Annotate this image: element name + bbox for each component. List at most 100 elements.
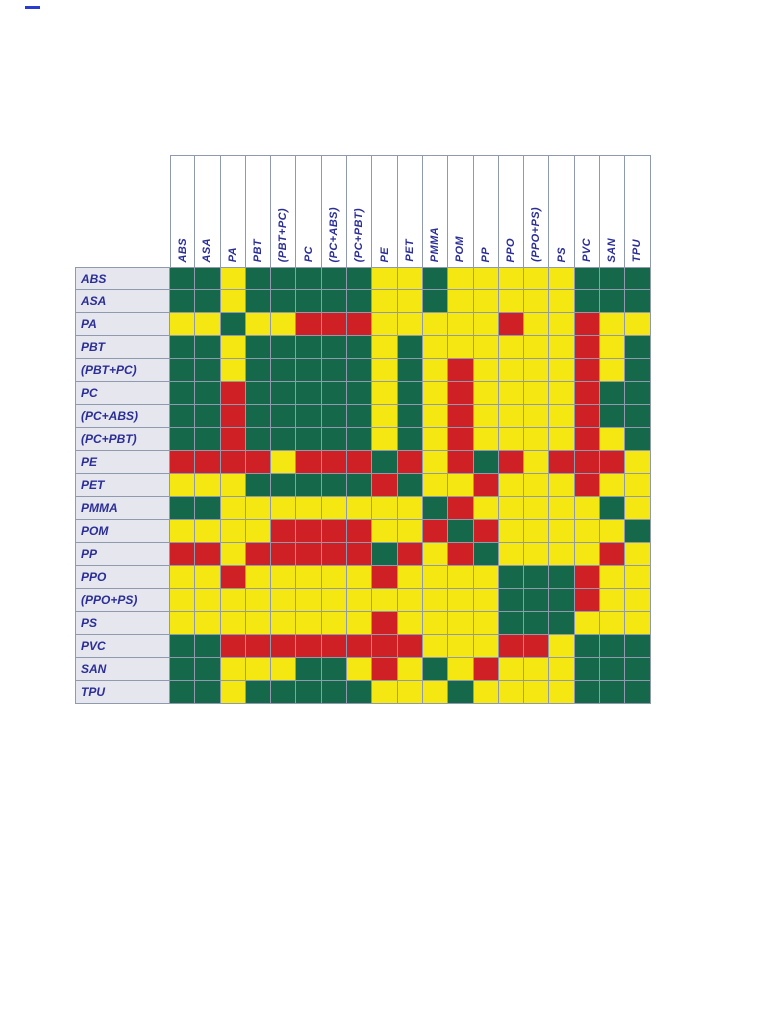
matrix-cell (245, 451, 272, 474)
matrix-cell (220, 658, 246, 681)
matrix-cell (549, 658, 575, 681)
matrix-cell (498, 566, 525, 589)
matrix-cell (271, 612, 297, 635)
row-header-label: PMMA (81, 501, 118, 515)
matrix-cell (524, 681, 550, 704)
matrix-cell (296, 612, 322, 635)
row-header-label: PE (81, 455, 98, 469)
column-header: (PBT+PC) (271, 155, 297, 267)
matrix-cell (372, 267, 398, 290)
matrix-cell (245, 497, 272, 520)
matrix-cell (397, 635, 423, 658)
matrix-cell (574, 336, 601, 359)
matrix-cell (574, 566, 601, 589)
matrix-cell (296, 474, 322, 497)
matrix-cell (271, 543, 297, 566)
matrix-cell (397, 543, 423, 566)
column-header-label: (PC+PBT) (353, 207, 366, 262)
column-header: PE (372, 155, 398, 267)
matrix-cell (397, 497, 423, 520)
matrix-cell (524, 451, 550, 474)
matrix-cell (195, 451, 221, 474)
column-header-label: POM (454, 235, 467, 262)
matrix-cell (397, 520, 423, 543)
matrix-cell (498, 474, 525, 497)
matrix-cell (195, 382, 221, 405)
matrix-cell (448, 635, 474, 658)
matrix-cell (625, 451, 651, 474)
row-header: PA (75, 313, 170, 336)
matrix-cell (271, 658, 297, 681)
matrix-cell (397, 290, 423, 313)
column-header-label: (PBT+PC) (277, 207, 290, 262)
matrix-cell (347, 589, 373, 612)
matrix-cell (397, 405, 423, 428)
row-header-label: SAN (81, 662, 107, 676)
matrix-cell (422, 267, 449, 290)
matrix-cell (220, 612, 246, 635)
matrix-cell (625, 543, 651, 566)
matrix-cell (498, 635, 525, 658)
matrix-cell (372, 543, 398, 566)
matrix-cell (220, 428, 246, 451)
matrix-cell (372, 497, 398, 520)
matrix-cell (271, 382, 297, 405)
column-header-label: PPO (505, 237, 517, 262)
matrix-cell (397, 658, 423, 681)
matrix-cell (321, 497, 348, 520)
matrix-cell (296, 497, 322, 520)
column-header: PBT (245, 155, 272, 267)
matrix-cell (600, 451, 626, 474)
matrix-cell (397, 336, 423, 359)
matrix-cell (473, 658, 499, 681)
matrix-cell (625, 313, 651, 336)
matrix-cell (473, 451, 499, 474)
column-header-label: PP (479, 246, 492, 262)
matrix-cell (600, 612, 626, 635)
matrix-cell (524, 359, 550, 382)
matrix-cell (448, 359, 474, 382)
matrix-cell (600, 267, 626, 290)
matrix-cell (448, 313, 474, 336)
row-header: ABS (75, 267, 170, 290)
matrix-cell (448, 520, 474, 543)
matrix-cell (170, 405, 196, 428)
matrix-cell (372, 589, 398, 612)
row-header: ASA (75, 290, 170, 313)
row-header: SAN (75, 658, 170, 681)
matrix-cell (549, 589, 575, 612)
matrix-cell (347, 336, 373, 359)
matrix-cell (220, 451, 246, 474)
matrix-cell (524, 382, 550, 405)
matrix-cell (498, 336, 525, 359)
matrix-cell (549, 681, 575, 704)
matrix-cell (524, 428, 550, 451)
matrix-cell (321, 336, 348, 359)
matrix-cell (296, 451, 322, 474)
matrix-cell (195, 566, 221, 589)
matrix-cell (347, 635, 373, 658)
matrix-cell (321, 359, 348, 382)
matrix-cell (372, 290, 398, 313)
matrix-cell (473, 359, 499, 382)
matrix-cell (296, 566, 322, 589)
matrix-cell (549, 405, 575, 428)
matrix-cell (220, 336, 246, 359)
matrix-cell (170, 543, 196, 566)
matrix-cell (321, 681, 348, 704)
column-header-label: PMMA (429, 226, 442, 262)
matrix-cell (397, 566, 423, 589)
matrix-cell (625, 290, 651, 313)
matrix-cell (271, 290, 297, 313)
matrix-cell (498, 451, 525, 474)
matrix-cell (397, 313, 423, 336)
matrix-cell (422, 635, 449, 658)
matrix-cell (220, 520, 246, 543)
matrix-cell (448, 451, 474, 474)
row-header: PMMA (75, 497, 170, 520)
matrix-cell (524, 658, 550, 681)
matrix-cell (600, 336, 626, 359)
matrix-cell (321, 658, 348, 681)
matrix-cell (574, 497, 601, 520)
matrix-cell (574, 520, 601, 543)
